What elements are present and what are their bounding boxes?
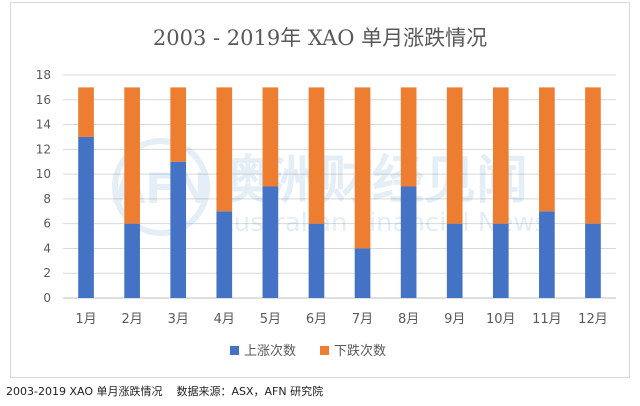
bar-rise <box>539 211 555 298</box>
bar-rise <box>446 223 463 298</box>
bar-fall <box>539 87 555 212</box>
bars <box>78 87 601 298</box>
gridlines <box>63 74 616 299</box>
y-tick-label: 2 <box>43 266 51 280</box>
legend-label: 上涨次数 <box>244 343 296 359</box>
bar-rise <box>170 161 187 298</box>
bar-rise <box>400 186 417 298</box>
x-tick-label: 4月 <box>214 312 235 327</box>
y-tick-labels: 0 2 4 6 8 10 12 14 16 18 <box>36 68 51 305</box>
bar-rise <box>492 223 509 298</box>
bar-fall <box>354 87 371 249</box>
legend: 上涨次数 下跌次数 <box>230 343 386 359</box>
y-tick-label: 4 <box>43 241 51 255</box>
bar-fall <box>492 87 509 224</box>
bar-fall <box>216 87 233 212</box>
chart-title: 2003 - 2019年 XAO 单月涨跌情况 <box>153 26 487 50</box>
x-tick-label: 8月 <box>398 312 419 327</box>
bar-rise <box>78 136 94 298</box>
bar-fall <box>78 87 94 137</box>
y-tick-label: 6 <box>43 217 51 231</box>
bar-rise <box>124 223 140 298</box>
x-tick-label: 6月 <box>306 312 327 327</box>
x-tick-label: 5月 <box>260 312 281 327</box>
legend-swatch <box>230 346 239 355</box>
y-tick-label: 14 <box>36 118 51 132</box>
x-tick-label: 10月 <box>486 312 516 327</box>
x-tick-labels: 1月 2月 3月 4月 5月 6月 7月 8月 9月 10月 11月 12月 <box>75 312 607 327</box>
bar-fall <box>124 87 140 224</box>
legend-swatch <box>320 346 329 355</box>
bar-fall <box>170 87 187 162</box>
bar-rise <box>262 186 279 298</box>
bar-rise <box>585 223 601 298</box>
y-tick-label: 10 <box>36 167 51 181</box>
x-tick-label: 2月 <box>121 312 142 327</box>
x-tick-label: 3月 <box>168 312 189 327</box>
x-tick-label: 1月 <box>75 312 96 327</box>
bar-rise <box>308 223 325 298</box>
x-tick-label: 11月 <box>532 312 562 327</box>
bar-rise <box>216 211 233 298</box>
x-tick-label: 12月 <box>578 312 608 327</box>
watermark-logo-circle <box>112 138 210 236</box>
bar-fall <box>262 87 279 187</box>
bar-fall <box>308 87 325 224</box>
y-tick-label: 18 <box>36 68 51 82</box>
bar-rise <box>354 248 371 298</box>
stacked-bar-chart: 2003 - 2019年 XAO 单月涨跌情况 AFN 澳洲财经见闻 Austr… <box>36 26 616 359</box>
bar-fall <box>585 87 601 224</box>
x-tick-label: 7月 <box>352 312 373 327</box>
figure-caption: 2003-2019 XAO 单月涨跌情况 数据来源：ASX，AFN 研究院 <box>6 385 324 398</box>
y-tick-label: 16 <box>36 93 51 107</box>
chart-frame: 2003 - 2019年 XAO 单月涨跌情况 AFN 澳洲财经见闻 Austr… <box>10 2 630 378</box>
bar-fall <box>400 87 417 187</box>
legend-label: 下跌次数 <box>334 343 386 359</box>
bar-fall <box>446 87 463 224</box>
y-tick-label: 12 <box>36 142 51 156</box>
y-tick-label: 8 <box>43 192 51 206</box>
x-tick-label: 9月 <box>444 312 465 327</box>
y-tick-label: 0 <box>43 291 51 305</box>
